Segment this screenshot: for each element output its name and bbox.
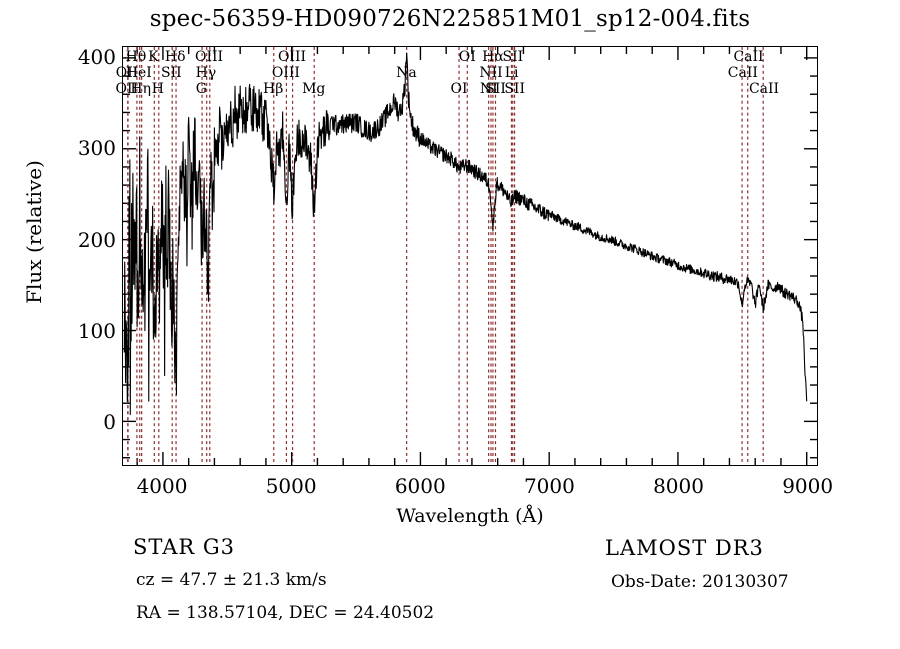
x-tick-label: 6000 xyxy=(394,474,446,498)
x-tick-label: 8000 xyxy=(653,474,704,498)
y-axis-title: Flux (relative) xyxy=(22,160,46,304)
object-class-label: STAR G3 xyxy=(133,535,236,559)
y-tick-label: 0 xyxy=(103,410,116,435)
y-axis-tick-labels: 0 100 200 300 400 xyxy=(52,0,116,649)
x-tick-label: 5000 xyxy=(265,474,317,498)
axis-ticks xyxy=(123,47,817,465)
page-title: spec-56359-HD090726N225851M01_sp12-004.f… xyxy=(149,6,751,32)
x-axis-title: Wavelength (Å) xyxy=(396,505,544,527)
spectrum-trace xyxy=(123,52,808,416)
plot-area xyxy=(122,46,818,466)
y-tick-label: 300 xyxy=(77,136,116,161)
x-tick-label: 9000 xyxy=(782,474,834,498)
x-tick-label: 4000 xyxy=(136,474,188,498)
observation-date-label: Obs-Date: 20130307 xyxy=(611,572,789,592)
survey-label: LAMOST DR3 xyxy=(605,536,764,560)
coordinates-label: RA = 138.57104, DEC = 24.40502 xyxy=(136,603,435,623)
y-tick-label: 200 xyxy=(77,227,116,252)
y-tick-label: 100 xyxy=(77,318,116,343)
x-tick-label: 7000 xyxy=(523,474,575,498)
y-tick-label: 400 xyxy=(77,44,116,69)
redshift-velocity-label: cz = 47.7 ± 21.3 km/s xyxy=(136,570,327,590)
